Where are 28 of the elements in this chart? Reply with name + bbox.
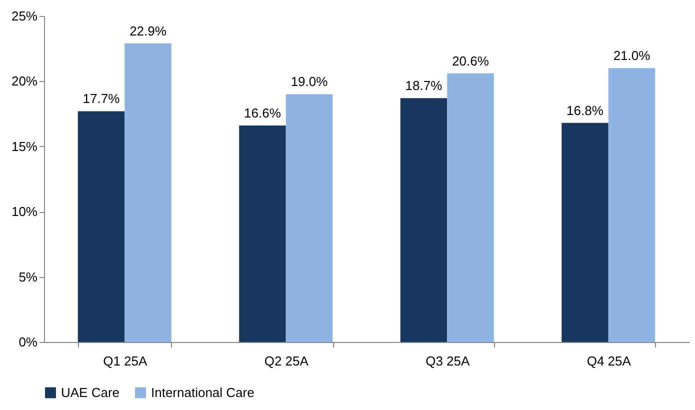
data-label: 19.0% [290,74,328,90]
data-label: 18.7% [405,78,443,94]
data-label: 16.8% [566,102,604,118]
bar [400,98,448,342]
x-tick-label: Q2 25A [264,354,309,368]
data-label: 16.6% [244,106,282,121]
y-tick-label: 0% [18,334,38,350]
bar [239,126,286,342]
y-tick-label: 25% [11,8,38,24]
bar [124,43,172,342]
bar [78,111,125,342]
bar [562,122,608,342]
y-tick-label: 5% [18,269,38,284]
x-tick-label: Q1 25A [103,354,148,368]
x-tick-label: Q4 25A [586,354,632,368]
legend-label: UAE Care [61,384,120,400]
data-label: 21.0% [613,48,651,64]
y-tick-label: 10% [11,204,38,220]
x-tick-label: Q3 25A [426,354,470,368]
bar [608,68,656,342]
y-tick-label: 20% [11,74,38,89]
data-label: 22.9% [130,23,167,38]
y-tick-label: 15% [11,138,38,154]
bar [286,94,333,342]
bar [447,73,494,342]
data-label: 17.7% [82,91,120,106]
legend-label: International Care [151,384,254,400]
data-label: 20.6% [452,53,490,68]
